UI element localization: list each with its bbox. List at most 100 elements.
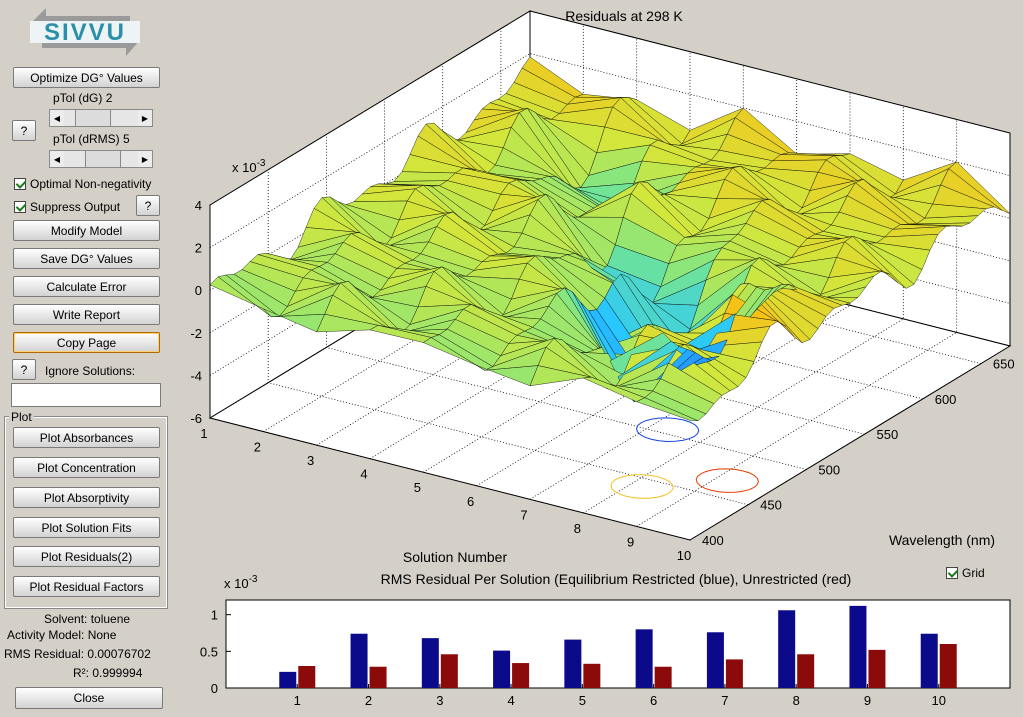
bar-x-tick-label: 5 (579, 693, 586, 708)
bar-x-tick-label: 3 (436, 693, 443, 708)
plot-concentration-button[interactable]: Plot Concentration (13, 457, 160, 478)
bar-chart-title: RMS Residual Per Solution (Equilibrium R… (381, 571, 852, 587)
ptol-dg-value: 2 (105, 91, 113, 105)
ignore-solutions-input[interactable] (11, 383, 161, 407)
close-button[interactable]: Close (15, 687, 163, 709)
bar-x-tick-label: 6 (650, 693, 657, 708)
ptol-drms-slider[interactable]: ◀ ▶ (49, 150, 153, 168)
unrestricted-bar (797, 654, 815, 688)
plot-panel (4, 416, 168, 609)
modify-model-button[interactable]: Modify Model (13, 220, 160, 241)
logo-text: SIVVU (44, 19, 126, 46)
slider-thumb[interactable] (74, 110, 111, 126)
bar-y-tick-label: 0.5 (200, 644, 218, 659)
x-tick-label: 1 (200, 426, 207, 441)
restricted-bar (350, 633, 368, 688)
plot-absorbances-button[interactable]: Plot Absorbances (13, 427, 160, 448)
y-tick-label: 550 (877, 427, 899, 442)
unrestricted-bar (369, 666, 387, 688)
ptol-dg-slider[interactable]: ◀ ▶ (49, 109, 153, 127)
x-tick-label: 7 (520, 507, 527, 522)
save-dg-button[interactable]: Save DG° Values (13, 248, 160, 269)
y-tick-label: 500 (818, 462, 840, 477)
restricted-bar (706, 632, 724, 688)
z-tick-label: 4 (195, 198, 202, 213)
unrestricted-bar (512, 663, 530, 688)
suppress-output-checkbox[interactable]: Suppress Output (14, 200, 120, 214)
plot-solution-fits-button[interactable]: Plot Solution Fits (13, 517, 160, 538)
ignore-solutions-label: Ignore Solutions: (45, 364, 136, 378)
optimize-dg-button[interactable]: Optimize DG° Values (13, 67, 160, 88)
surface-facet (393, 171, 456, 182)
ptol-help-button[interactable]: ? (12, 120, 36, 141)
write-report-button[interactable]: Write Report (13, 304, 160, 325)
checkbox-check-icon[interactable] (946, 567, 958, 579)
rms-bar-chart: RMS Residual Per Solution (Equilibrium R… (200, 571, 1011, 708)
z-scale-label: x 10-3 (232, 158, 266, 175)
solvent-text: Solvent: toluene (44, 612, 131, 626)
x-axis-label: Solution Number (403, 549, 508, 565)
unrestricted-bar (725, 659, 743, 688)
slider-right-arrow-icon[interactable]: ▶ (138, 151, 152, 167)
x-tick-label: 3 (307, 453, 314, 468)
z-tick-label: -2 (190, 326, 202, 341)
restricted-bar (564, 639, 582, 688)
y-grid-line (325, 134, 807, 470)
restricted-bar (849, 605, 867, 688)
x-tick-label: 5 (414, 480, 421, 495)
y-tick-label: 600 (935, 392, 957, 407)
unrestricted-bar (654, 666, 672, 688)
y-tick-label: 450 (760, 498, 782, 513)
suppress-help-button[interactable]: ? (136, 195, 160, 216)
y-tick-label: 650 (993, 357, 1015, 372)
restricted-bar (778, 610, 796, 688)
optimal-nonneg-checkbox[interactable]: Optimal Non-negativity (14, 177, 151, 191)
unrestricted-bar (583, 663, 601, 688)
ptol-drms-value: 5 (123, 132, 130, 146)
x-grid-line (476, 78, 798, 487)
restricted-bar (493, 650, 511, 688)
plot-residuals-button[interactable]: Plot Residuals(2) (13, 546, 160, 567)
z-tick-label: -4 (190, 368, 202, 383)
x-tick-label: 2 (254, 440, 261, 455)
bar-y-scale-exp: -3 (249, 574, 258, 585)
x-tick-label: 6 (467, 494, 474, 509)
ptol-dg-text: pTol (dG) (53, 91, 103, 105)
r2-text: R²: 0.999994 (73, 666, 143, 680)
bar-x-tick-label: 2 (365, 693, 372, 708)
slider-left-arrow-icon[interactable]: ◀ (50, 110, 64, 126)
suppress-output-label: Suppress Output (30, 200, 121, 214)
plot-residual-factors-button[interactable]: Plot Residual Factors (13, 576, 160, 597)
x-tick-label: 10 (677, 548, 691, 563)
x-grid-line (689, 133, 1011, 541)
copy-page-button[interactable]: Copy Page (13, 332, 160, 353)
optimal-nonneg-label: Optimal Non-negativity (30, 177, 152, 191)
y-axis-label: Wavelength (nm) (889, 532, 995, 548)
slider-left-arrow-icon[interactable]: ◀ (50, 151, 64, 167)
surface-title: Residuals at 298 K (565, 8, 683, 24)
checkbox-check-icon[interactable] (14, 178, 26, 190)
y-grid-line (267, 169, 749, 506)
calculate-error-button[interactable]: Calculate Error (13, 276, 160, 297)
grid-label: Grid (962, 566, 985, 580)
z-tick-label: 2 (195, 241, 202, 256)
y-grid-line (209, 205, 691, 541)
z-tick-label: 0 (195, 283, 202, 298)
bar-x-tick-label: 9 (864, 693, 871, 708)
checkbox-check-icon[interactable] (14, 201, 26, 213)
ptol-drms-text: pTol (dRMS) (53, 132, 120, 146)
rms-residual-text: RMS Residual: 0.00076702 (4, 647, 151, 661)
slider-thumb[interactable] (85, 151, 121, 167)
ignore-help-button[interactable]: ? (12, 359, 36, 380)
grid-checkbox[interactable]: Grid (946, 566, 985, 580)
z-tick-label: -6 (190, 411, 202, 426)
restricted-bar (920, 633, 938, 688)
bar-y-scale-base: x 10 (224, 576, 249, 591)
surface-facet (636, 397, 699, 421)
plot-absorptivity-button[interactable]: Plot Absorptivity (13, 487, 160, 508)
slider-right-arrow-icon[interactable]: ▶ (138, 110, 152, 126)
x-tick-label: 4 (360, 467, 367, 482)
ptol-dg-label: pTol (dG) 2 (53, 91, 112, 105)
bar-x-tick-label: 8 (793, 693, 800, 708)
unrestricted-bar (298, 666, 316, 688)
